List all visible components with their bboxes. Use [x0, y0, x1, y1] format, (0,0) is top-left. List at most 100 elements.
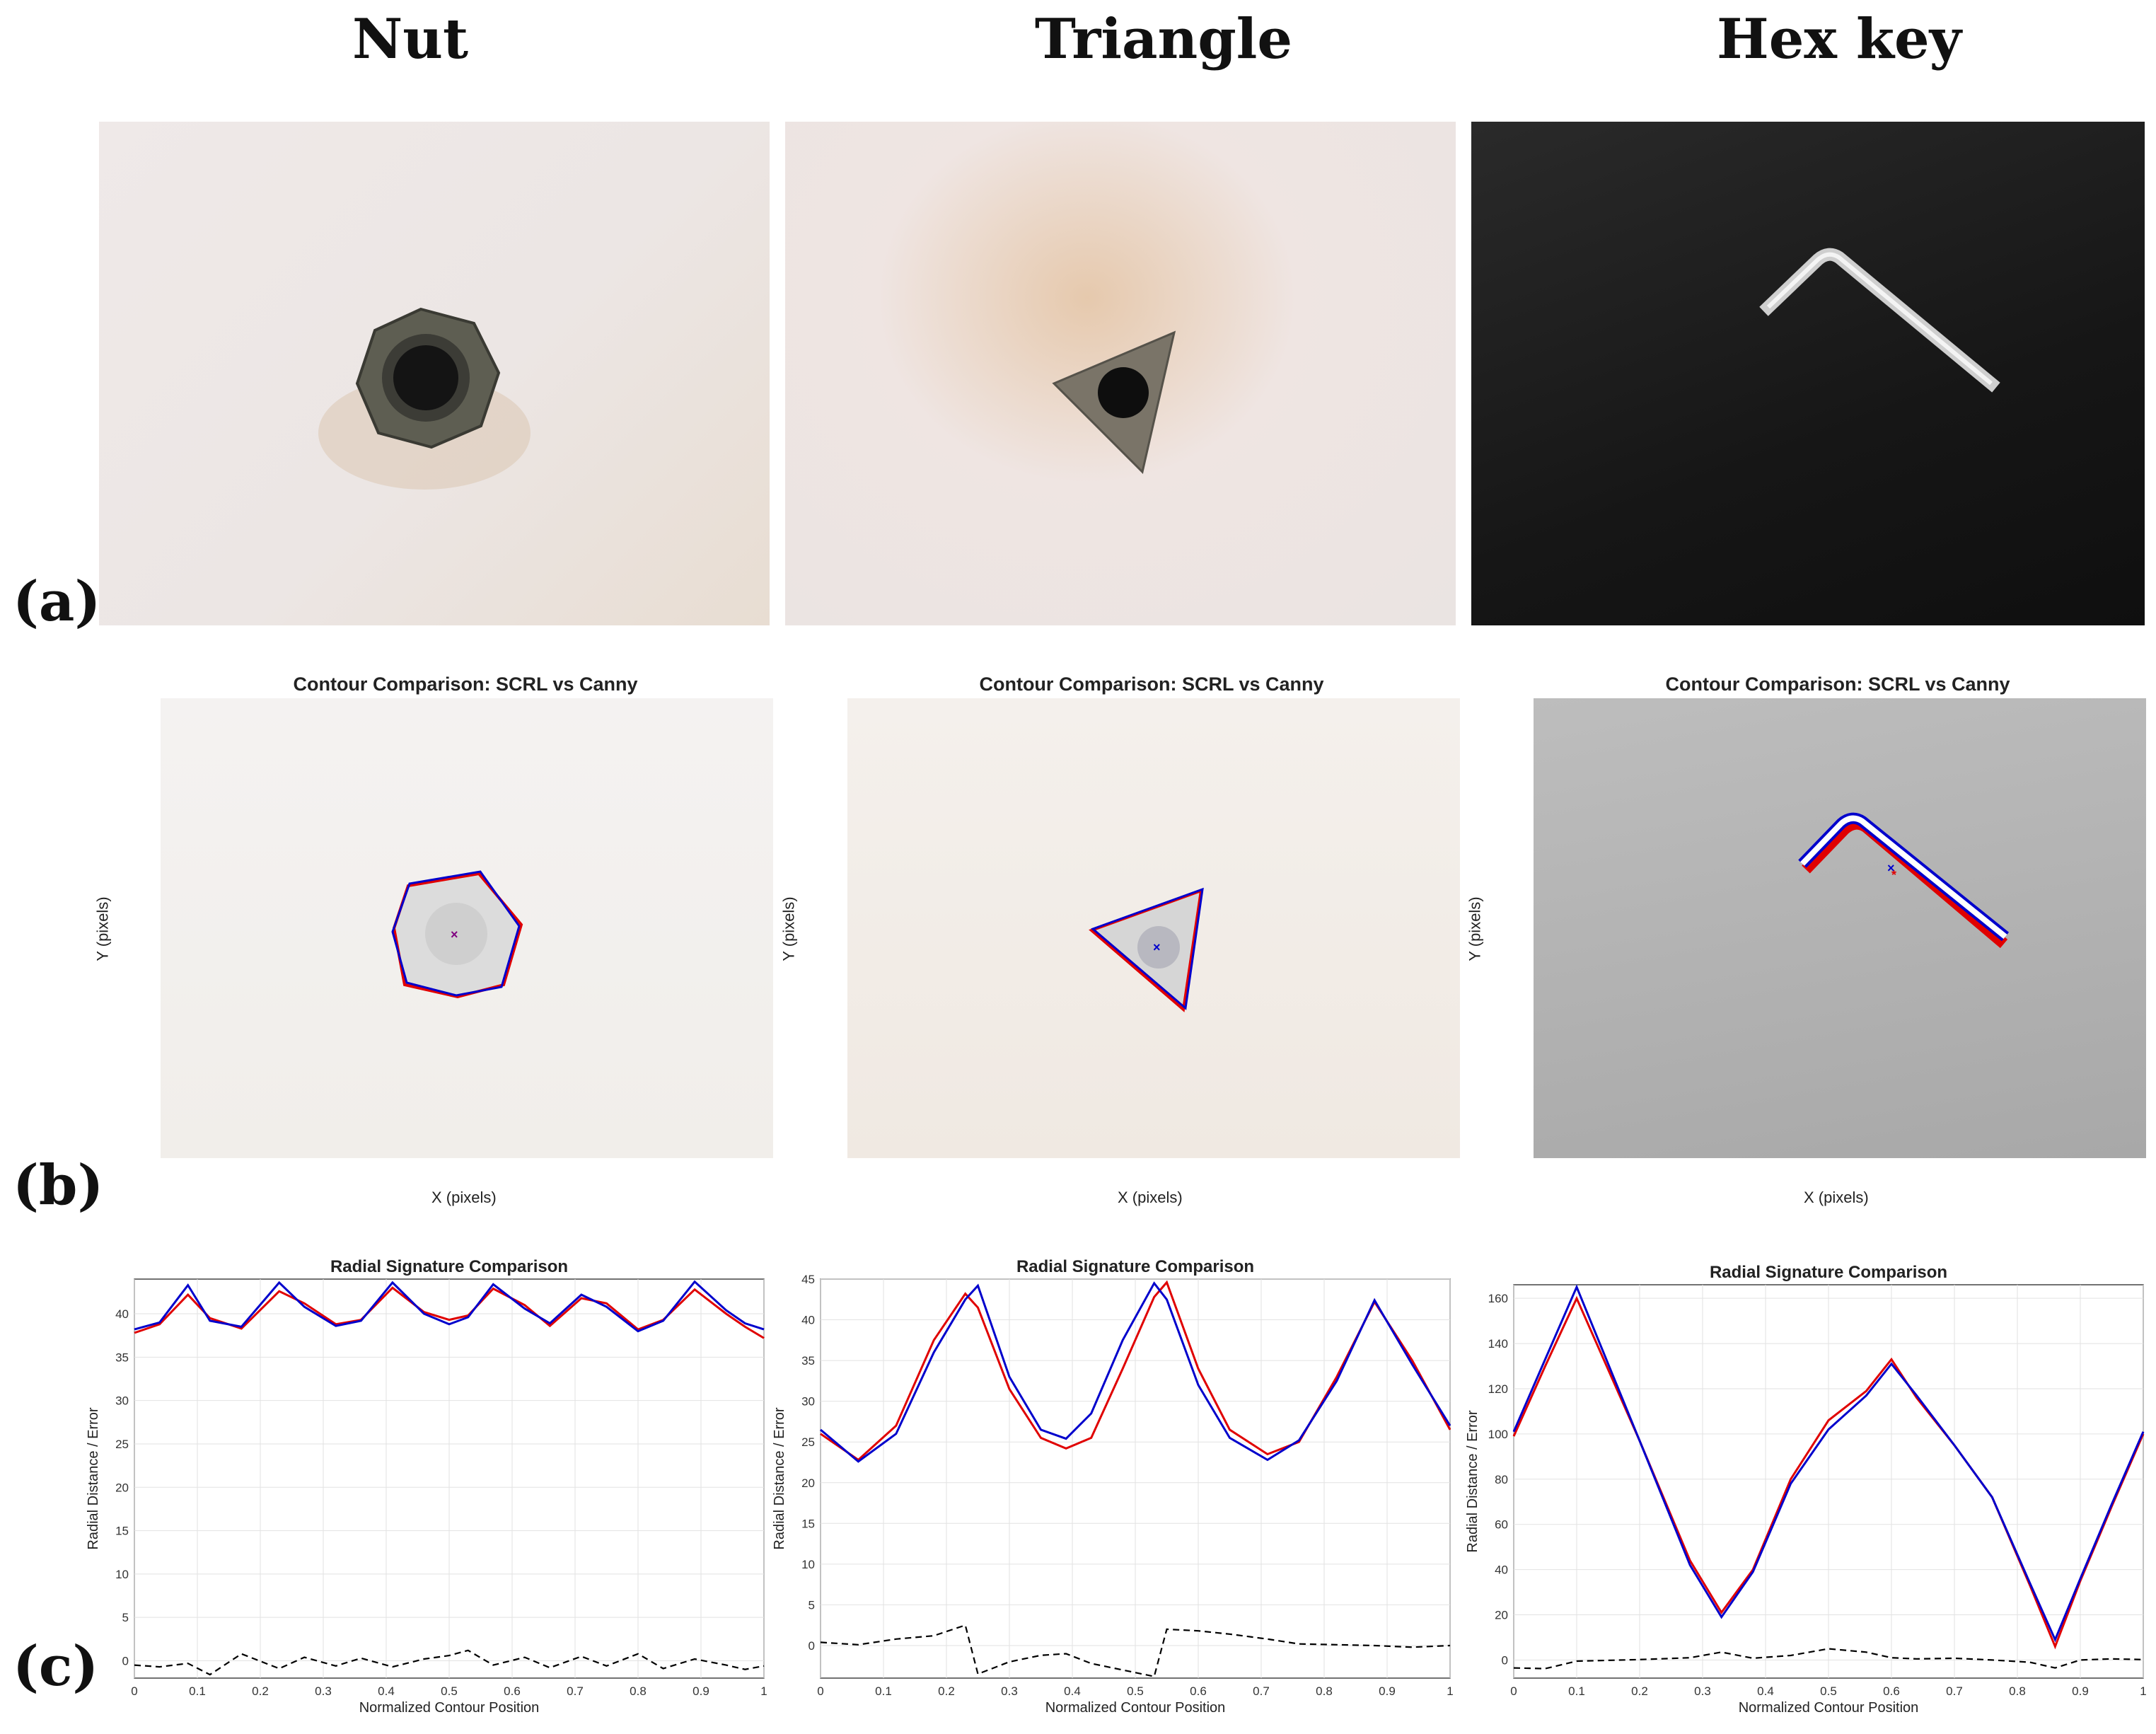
x-tick-label: 0.1	[875, 1684, 892, 1698]
x-tick-label: 1	[2140, 1684, 2146, 1698]
y-tick-label: 5	[122, 1611, 129, 1624]
y-tick-label: 120	[1488, 1382, 1508, 1396]
radial-signature-chart-nut: Radial Signature Comparison 0 0.1 0.2 0.3 0.4…	[86, 1257, 767, 1716]
error-series-line	[820, 1624, 1451, 1677]
x-tick-label: 0.1	[1568, 1684, 1585, 1698]
x-tick-label: 0.2	[252, 1684, 269, 1698]
contour-ylabel-triangle: Y (pixels)	[779, 896, 798, 961]
x-tick-label: 0.6	[504, 1684, 521, 1698]
x-tick-label: 1	[760, 1684, 767, 1698]
column-title-nut: Nut	[352, 7, 469, 71]
error-series-line	[134, 1649, 765, 1676]
y-tick-label: 35	[801, 1354, 815, 1368]
hexkey-object-illustration	[1759, 248, 2000, 393]
y-tick-label: 40	[1495, 1564, 1508, 1577]
panel-label-c: (c)	[13, 1634, 99, 1699]
x-tick-label: 0.8	[2009, 1684, 2026, 1698]
x-tick-label: 0.5	[441, 1684, 458, 1698]
x-tick-label: 0.3	[315, 1684, 332, 1698]
blue-series-line	[134, 1280, 765, 1333]
x-tick-label: 0.9	[2072, 1684, 2089, 1698]
triangle-object-illustration	[1052, 330, 1176, 474]
contour-ylabel-hexkey: Y (pixels)	[1466, 896, 1484, 961]
y-tick-label: 0	[122, 1654, 129, 1667]
radial-signature-chart-hexkey: Radial Signature Comparison 0 0.1 0.2 0.3 0.4…	[1465, 1263, 2147, 1716]
chart-ylabel: Radial Distance / Error	[86, 1407, 101, 1550]
x-tick-label: 0.3	[1694, 1684, 1711, 1698]
x-tick-label: 0.6	[1883, 1684, 1900, 1698]
contour-xlabel-hexkey: X (pixels)	[1804, 1189, 1869, 1206]
photo-triangle	[785, 122, 1456, 625]
contour-xlabel-triangle: X (pixels)	[1118, 1189, 1183, 1206]
y-tick-label: 160	[1488, 1292, 1508, 1305]
y-tick-label: 45	[801, 1273, 815, 1286]
y-tick-label: 15	[801, 1517, 815, 1530]
x-tick-label: 0.7	[567, 1684, 584, 1698]
x-tick-label: 0.8	[1316, 1684, 1333, 1698]
y-tick-label: 25	[801, 1435, 815, 1449]
x-tick-label: 0.7	[1253, 1684, 1270, 1698]
contour-image-hexkey: * ×	[1534, 698, 2146, 1158]
chart-title: Radial Signature Comparison	[1016, 1257, 1254, 1276]
blue-series-line	[820, 1281, 1451, 1463]
chart-xlabel: Normalized Contour Position	[1739, 1700, 1919, 1716]
y-tick-label: 0	[1502, 1653, 1508, 1667]
y-tick-label: 40	[115, 1307, 129, 1321]
x-tick-label: 1	[1447, 1684, 1453, 1698]
y-tick-label: 30	[801, 1395, 815, 1409]
y-tick-label: 10	[801, 1558, 815, 1571]
contour-ylabel-nut: Y (pixels)	[93, 896, 112, 961]
contour-title-nut: Contour Comparison: SCRL vs Canny	[293, 674, 638, 695]
y-tick-label: 20	[801, 1476, 815, 1490]
radial-signature-chart-triangle: Radial Signature Comparison 0 0.1 0.2 0.3 0.4…	[772, 1257, 1454, 1716]
x-tick-label: 0.4	[1757, 1684, 1774, 1698]
x-tick-label: 0.9	[1379, 1684, 1396, 1698]
x-tick-label: 0.1	[189, 1684, 206, 1698]
x-tick-label: 0.4	[378, 1684, 395, 1698]
photo-nut	[99, 122, 770, 625]
y-tick-label: 140	[1488, 1337, 1508, 1351]
x-tick-label: 0.8	[630, 1684, 647, 1698]
y-tick-label: 80	[1495, 1473, 1508, 1486]
svg-text:*: *	[1891, 868, 1896, 882]
x-tick-label: 0	[817, 1684, 823, 1698]
y-tick-label: 15	[115, 1525, 129, 1538]
contour-title-triangle: Contour Comparison: SCRL vs Canny	[979, 674, 1324, 695]
y-tick-label: 25	[115, 1438, 129, 1451]
x-tick-label: 0.4	[1064, 1684, 1081, 1698]
x-tick-label: 0.5	[1127, 1684, 1144, 1698]
column-title-hexkey: Hex key	[1717, 7, 1961, 71]
x-tick-label: 0.6	[1190, 1684, 1207, 1698]
y-tick-label: 100	[1488, 1428, 1508, 1441]
contour-title-hexkey: Contour Comparison: SCRL vs Canny	[1665, 674, 2010, 695]
chart-xlabel: Normalized Contour Position	[359, 1700, 540, 1716]
panel-label-a: (a)	[13, 570, 101, 634]
chart-xlabel: Normalized Contour Position	[1045, 1700, 1226, 1716]
photo-hexkey	[1471, 122, 2145, 625]
x-tick-label: 0	[1510, 1684, 1517, 1698]
y-tick-label: 0	[808, 1639, 815, 1653]
chart-title: Radial Signature Comparison	[330, 1257, 568, 1276]
x-tick-label: 0.3	[1001, 1684, 1018, 1698]
y-tick-label: 60	[1495, 1518, 1508, 1532]
y-tick-label: 35	[115, 1351, 129, 1364]
y-tick-label: 30	[115, 1394, 129, 1408]
contour-image-nut: ×	[161, 698, 773, 1158]
chart-ylabel: Radial Distance / Error	[1465, 1410, 1480, 1553]
chart-ylabel: Radial Distance / Error	[772, 1407, 787, 1550]
x-tick-label: 0.5	[1820, 1684, 1837, 1698]
y-tick-label: 20	[1495, 1609, 1508, 1622]
x-tick-label: 0	[131, 1684, 137, 1698]
x-tick-label: 0.9	[692, 1684, 709, 1698]
svg-text:×: ×	[1887, 861, 1895, 875]
contour-xlabel-nut: X (pixels)	[431, 1189, 497, 1206]
red-series-line	[820, 1280, 1451, 1462]
error-series-line	[1513, 1648, 2144, 1670]
y-tick-label: 10	[115, 1568, 129, 1581]
contour-image-triangle: ×	[847, 698, 1460, 1158]
svg-text:×: ×	[451, 927, 458, 942]
blue-series-line	[1512, 1284, 2145, 1643]
column-title-triangle: Triangle	[1034, 7, 1293, 71]
svg-text:×: ×	[1153, 940, 1161, 954]
chart-title: Radial Signature Comparison	[1710, 1263, 1947, 1282]
